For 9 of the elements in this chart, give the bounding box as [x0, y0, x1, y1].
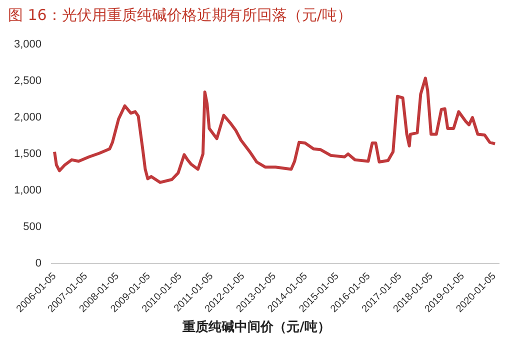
- y-tick-label: 2,500: [14, 75, 42, 88]
- y-tick-label: 1,000: [14, 184, 42, 196]
- y-tick-label: 3,000: [14, 38, 42, 51]
- x-axis-title: 重质纯碱中间价（元/吨）: [182, 318, 332, 336]
- chart-title: 图 16：光伏用重质纯碱价格近期有所回落（元/吨）: [8, 6, 352, 25]
- y-tick-label: 0: [35, 257, 42, 270]
- y-tick-label: 1,500: [14, 148, 42, 160]
- y-tick-label: 500: [23, 220, 42, 233]
- y-tick-label: 2,000: [14, 112, 42, 124]
